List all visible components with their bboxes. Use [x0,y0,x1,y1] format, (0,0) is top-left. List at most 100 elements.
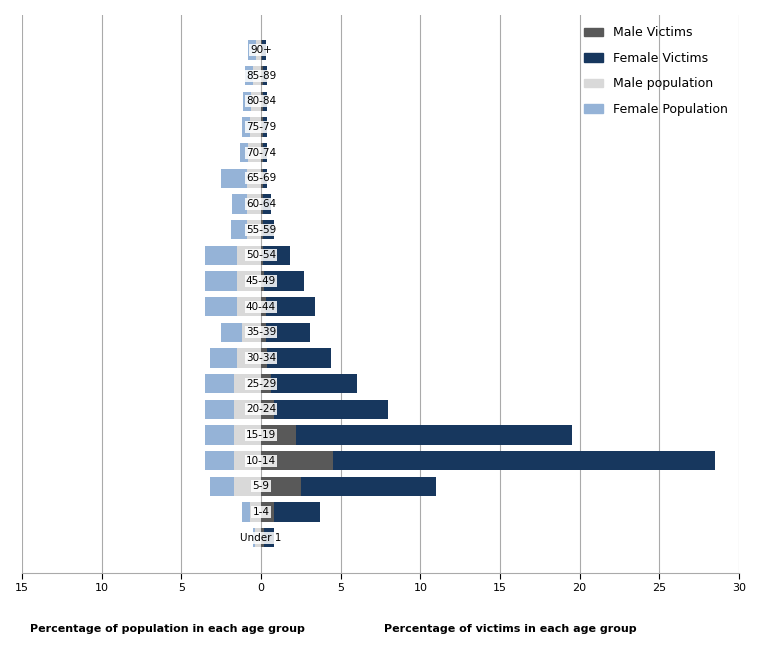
Bar [261,503,274,521]
Bar [245,66,261,85]
Text: 5-9: 5-9 [253,481,269,492]
Bar [234,400,261,419]
Bar [261,169,267,188]
Bar [261,220,263,239]
Bar [240,143,261,162]
Bar [205,426,261,444]
Bar [247,194,261,214]
Bar [251,92,261,111]
Bar [261,477,436,496]
Bar [261,374,357,393]
Bar [256,40,261,60]
Bar [242,503,261,521]
Bar [261,451,715,470]
Bar [261,503,320,521]
Bar [261,66,263,85]
Text: 35-39: 35-39 [246,327,276,337]
Text: 10-14: 10-14 [246,455,276,466]
Bar [261,92,267,111]
Bar [234,477,261,496]
Bar [261,40,262,60]
Text: 55-59: 55-59 [246,225,276,235]
Bar [261,92,263,111]
Text: 1-4: 1-4 [253,507,269,517]
Bar [261,323,310,342]
Bar [247,169,261,188]
Bar [234,426,261,444]
Bar [261,143,267,162]
Bar [205,451,261,470]
Bar [205,272,261,291]
Bar [250,117,261,137]
Bar [255,528,261,547]
Text: 45-49: 45-49 [246,276,276,286]
Bar [234,451,261,470]
Bar [261,169,263,188]
Bar [261,194,263,214]
Text: 25-29: 25-29 [246,378,276,389]
Text: 80-84: 80-84 [246,96,276,106]
Bar [237,246,261,265]
Text: Percentage of victims in each age group: Percentage of victims in each age group [384,624,636,634]
Bar [261,246,263,265]
Bar [261,194,271,214]
Bar [242,117,261,137]
Bar [261,400,388,419]
Bar [261,66,267,85]
Bar [261,117,263,137]
Bar [244,92,261,111]
Bar [261,272,264,291]
Text: 60-64: 60-64 [246,199,276,209]
Bar [261,349,267,367]
Bar [261,40,266,60]
Bar [221,323,261,342]
Bar [253,66,261,85]
Bar [261,426,296,444]
Bar [205,400,261,419]
Text: Under 1: Under 1 [240,532,282,543]
Bar [261,297,266,316]
Bar [261,246,290,265]
Bar [234,374,261,393]
Bar [261,374,271,393]
Bar [237,272,261,291]
Text: 65-69: 65-69 [246,173,276,183]
Text: 50-54: 50-54 [246,250,276,260]
Bar [261,426,572,444]
Bar [261,272,304,291]
Bar [231,220,261,239]
Text: 40-44: 40-44 [246,302,276,312]
Text: 30-34: 30-34 [246,353,276,363]
Bar [261,220,274,239]
Bar [205,297,261,316]
Legend: Male Victims, Female Victims, Male population, Female Population: Male Victims, Female Victims, Male popul… [579,21,733,121]
Bar [221,169,261,188]
Bar [261,143,263,162]
Bar [261,528,264,547]
Bar [261,451,333,470]
Bar [261,349,331,367]
Text: 20-24: 20-24 [246,404,276,415]
Bar [250,503,261,521]
Bar [242,323,261,342]
Text: 75-79: 75-79 [246,122,276,132]
Bar [261,323,266,342]
Bar [247,220,261,239]
Bar [210,349,261,367]
Bar [232,194,261,214]
Bar [261,528,274,547]
Bar [261,117,267,137]
Text: 90+: 90+ [250,45,272,55]
Bar [248,143,261,162]
Bar [237,297,261,316]
Bar [261,400,274,419]
Text: 85-89: 85-89 [246,71,276,81]
Text: Percentage of population in each age group: Percentage of population in each age gro… [30,624,305,634]
Bar [205,374,261,393]
Bar [253,528,261,547]
Bar [237,349,261,367]
Bar [261,297,315,316]
Text: 15-19: 15-19 [246,430,276,440]
Bar [205,246,261,265]
Text: 70-74: 70-74 [246,148,276,158]
